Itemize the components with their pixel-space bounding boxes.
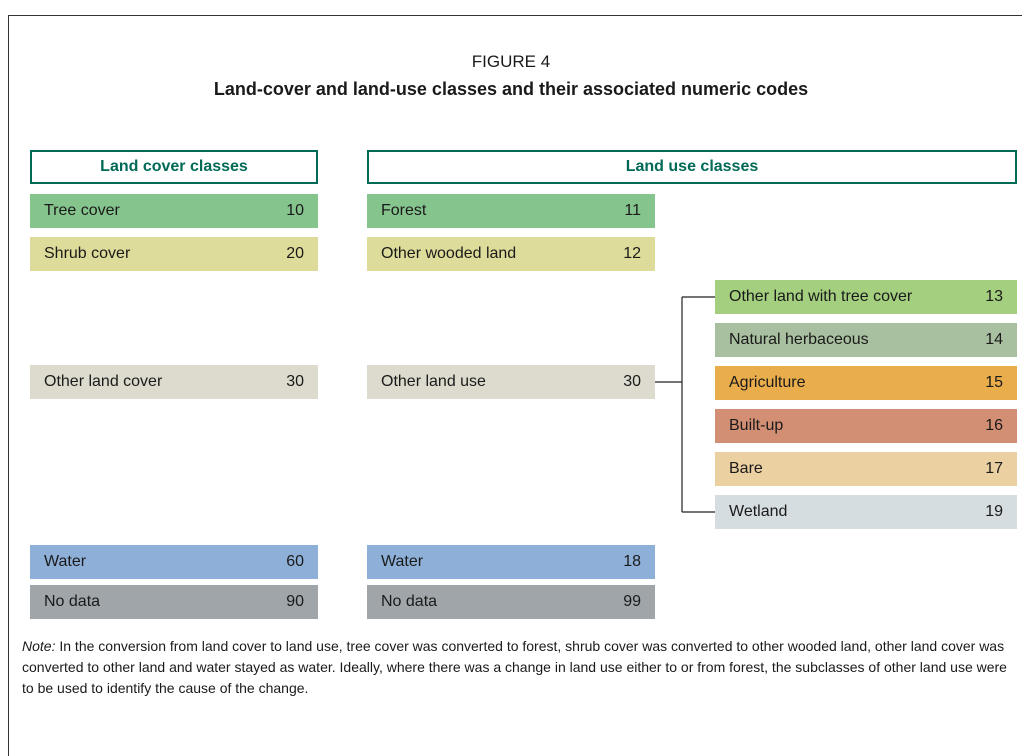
- class-label: Forest: [381, 202, 427, 219]
- class-code: 30: [623, 373, 641, 390]
- class-code: 11: [624, 202, 641, 219]
- connectors: [655, 296, 715, 513]
- class-label: Natural herbaceous: [729, 331, 869, 348]
- class-label: Other land with tree cover: [729, 288, 913, 305]
- class-box: Other land with tree cover 13: [715, 280, 1017, 314]
- note-label: Note:: [22, 638, 56, 654]
- class-label: Other wooded land: [381, 245, 517, 262]
- class-label: Wetland: [729, 503, 788, 520]
- class-label: Water: [44, 553, 87, 570]
- class-label: No data: [44, 593, 101, 610]
- class-box: Agriculture 15: [715, 366, 1017, 400]
- class-code: 18: [623, 553, 641, 570]
- class-label: Other land cover: [44, 373, 163, 390]
- class-label: Agriculture: [729, 374, 806, 391]
- class-label: Shrub cover: [44, 245, 131, 262]
- class-box: Other wooded land 12: [367, 237, 655, 271]
- class-code: 10: [286, 202, 304, 219]
- note-text: In the conversion from land cover to lan…: [22, 638, 1007, 696]
- class-code: 30: [286, 373, 304, 390]
- land-cover-header: Land cover classes: [30, 150, 318, 184]
- figure-label: FIGURE 4: [471, 52, 551, 71]
- class-box: Water 18: [367, 545, 655, 579]
- class-label: Tree cover: [44, 202, 120, 219]
- class-label: Bare: [729, 460, 763, 477]
- class-label: Water: [381, 553, 424, 570]
- frame: [8, 15, 1022, 756]
- class-code: 16: [985, 417, 1003, 434]
- class-box: Tree cover 10: [30, 194, 318, 228]
- land-use-header: Land use classes: [367, 150, 1017, 184]
- class-code: 14: [985, 331, 1003, 348]
- class-box: Other land use 30: [367, 365, 655, 399]
- class-code: 17: [985, 460, 1003, 477]
- class-code: 13: [985, 288, 1003, 305]
- class-box: Other land cover 30: [30, 365, 318, 399]
- class-label: Built-up: [729, 417, 784, 434]
- note: Note: In the conversion from land cover …: [22, 636, 1022, 699]
- class-code: 20: [286, 245, 304, 262]
- class-box: Built-up 16: [715, 409, 1017, 443]
- class-code: 60: [286, 553, 304, 570]
- class-box: Forest 11: [367, 194, 655, 228]
- class-box: Shrub cover 20: [30, 237, 318, 271]
- class-code: 90: [286, 593, 304, 610]
- class-label: Other land use: [381, 373, 486, 390]
- class-code: 15: [985, 374, 1003, 391]
- class-label: No data: [381, 593, 438, 610]
- class-box: Water 60: [30, 545, 318, 579]
- class-box: Natural herbaceous 14: [715, 323, 1017, 357]
- class-code: 99: [623, 593, 641, 610]
- page: FIGURE 4 Land-cover and land-use classes…: [8, 15, 1022, 756]
- title: Land-cover and land-use classes and thei…: [213, 79, 809, 99]
- class-code: 19: [985, 503, 1003, 520]
- class-box: Wetland 19: [715, 495, 1017, 529]
- class-box: No data 90: [30, 585, 318, 619]
- class-code: 12: [623, 245, 641, 262]
- class-box: Bare 17: [715, 452, 1017, 486]
- class-box: No data 99: [367, 585, 655, 619]
